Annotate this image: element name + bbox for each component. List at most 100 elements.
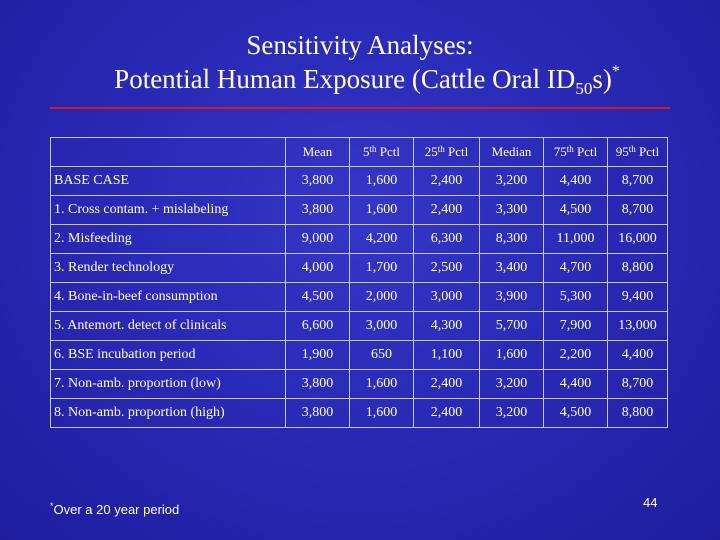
table-cell: 2,500 [413, 253, 480, 283]
column-header-suffix: Pctl [376, 144, 400, 159]
table-cell: 3,000 [413, 282, 480, 312]
row-label: 8. Non-amb. proportion (high) [50, 398, 286, 428]
table-cell: 8,300 [479, 224, 544, 254]
table-cell: 1,600 [479, 340, 544, 370]
column-header-ordinal: th [628, 144, 636, 154]
table-row: 3. Render technology 4,000 1,700 2,500 3,400… [50, 253, 668, 283]
column-header: 95th Pctl [607, 137, 668, 167]
table-row: 2. Misfeeding 9,000 4,200 6,300 8,300 11,000 1… [50, 224, 668, 254]
table-cell: 1,700 [349, 253, 414, 283]
row-label: 6. BSE incubation period [50, 340, 286, 370]
table-row: 7. Non-amb. proportion (low) 3,800 1,600 2,… [50, 369, 668, 399]
table-cell: 4,400 [543, 369, 608, 399]
table-cell: 1,600 [349, 195, 414, 225]
table-cell: 2,000 [349, 282, 414, 312]
column-header-ordinal: th [566, 144, 574, 154]
column-header-suffix: Pctl [573, 144, 598, 159]
row-label: 3. Render technology [50, 253, 286, 283]
table-cell: 9,400 [607, 282, 668, 312]
row-label: 7. Non-amb. proportion (low) [50, 369, 286, 399]
table-cell: 4,500 [543, 398, 608, 428]
column-header-text: 25 [424, 144, 438, 159]
table-cell: 3,000 [349, 311, 414, 341]
table-row: 4. Bone-in-beef consumption 4,500 2,000 3,0… [50, 282, 668, 312]
table-cell: 16,000 [607, 224, 668, 254]
table-cell: 8,700 [607, 166, 668, 196]
table-cell: 2,200 [543, 340, 608, 370]
column-header: Median [479, 137, 544, 167]
title-line-2-text: Potential Human Exposure (Cattle Oral ID [114, 64, 576, 94]
table-cell: 3,200 [479, 398, 544, 428]
column-header: 25th Pctl [413, 137, 480, 167]
table-cell: 8,700 [607, 369, 668, 399]
table-cell: 3,200 [479, 369, 544, 399]
table-cell: 4,400 [543, 166, 608, 196]
sensitivity-table: Mean 5th Pctl 25th Pctl Median 75th Pctl 95th… [50, 137, 668, 428]
table-cell: 8,800 [607, 398, 668, 428]
table-cell: 3,200 [479, 166, 544, 196]
table-cell: 4,500 [543, 195, 608, 225]
table-cell: 3,800 [285, 398, 350, 428]
footnote-mark: * [50, 501, 54, 511]
table-cell: 6,600 [285, 311, 350, 341]
table-cell: 1,600 [349, 369, 414, 399]
table-cell: 8,800 [607, 253, 668, 283]
row-label: 2. Misfeeding [50, 224, 286, 254]
column-header-ordinal: th [369, 144, 377, 154]
table-cell: 650 [349, 340, 414, 370]
column-header-ordinal: th [437, 144, 445, 154]
table-cell: 5,700 [479, 311, 544, 341]
column-header-text: 5 [363, 144, 370, 159]
table-cell: 1,600 [349, 398, 414, 428]
table-row: 5. Antemort. detect of clinicals 6,600 3,0… [50, 311, 668, 341]
table-cell: 2,400 [413, 398, 480, 428]
footnote: *Over a 20 year period [50, 501, 180, 518]
table-row: 8. Non-amb. proportion (high) 3,800 1,600 2… [50, 398, 668, 428]
slide-title: Sensitivity Analyses: Potential Human Ex… [0, 28, 720, 98]
table-cell: 3,300 [479, 195, 544, 225]
column-header-text: 95 [615, 144, 629, 159]
row-label: 4. Bone-in-beef consumption [50, 282, 286, 312]
table-cell: 2,400 [413, 369, 480, 399]
column-header-text: 75 [553, 144, 567, 159]
table-cell: 8,700 [607, 195, 668, 225]
page-number: 44 [643, 495, 658, 510]
table-cell: 3,800 [285, 166, 350, 196]
row-label: 1. Cross contam. + mislabeling [50, 195, 286, 225]
table-cell: 3,800 [285, 369, 350, 399]
row-label: BASE CASE [50, 166, 286, 196]
title-footnote-mark: * [611, 63, 620, 80]
table-cell: 4,000 [285, 253, 350, 283]
row-label: 5. Antemort. detect of clinicals [50, 311, 286, 341]
title-line-2: Potential Human Exposure (Cattle Oral ID… [114, 62, 620, 98]
table-cell: 4,400 [607, 340, 668, 370]
column-header: Mean [285, 137, 350, 167]
table-cell: 2,400 [413, 195, 480, 225]
title-subscript: 50 [575, 79, 593, 98]
table-row: 1. Cross contam. + mislabeling 3,800 1,600… [50, 195, 668, 225]
column-header-text: Median [491, 144, 532, 159]
table-cell: 13,000 [607, 311, 668, 341]
table-row: 6. BSE incubation period 1,900 650 1,100 1,6… [50, 340, 668, 370]
table-cell: 4,300 [413, 311, 480, 341]
footnote-text: Over a 20 year period [53, 502, 180, 517]
table-row: BASE CASE 3,800 1,600 2,400 3,200 4,400 8,700 [50, 166, 668, 196]
table-cell: 9,000 [285, 224, 350, 254]
table-cell: 1,100 [413, 340, 480, 370]
table-cell: 3,800 [285, 195, 350, 225]
column-header: 75th Pctl [543, 137, 608, 167]
column-header-suffix: Pctl [444, 144, 469, 159]
table-cell: 1,600 [349, 166, 414, 196]
table-cell: 4,500 [285, 282, 350, 312]
column-header-suffix: Pctl [635, 144, 660, 159]
table-cell: 6,300 [413, 224, 480, 254]
column-header-text: Mean [302, 144, 333, 159]
table-cell: 11,000 [543, 224, 608, 254]
title-line-1: Sensitivity Analyses: [246, 30, 474, 60]
table-cell: 7,900 [543, 311, 608, 341]
header-corner [50, 137, 286, 167]
title-line-2-suffix: s) [592, 64, 612, 94]
column-header: 5th Pctl [349, 137, 414, 167]
table-cell: 3,900 [479, 282, 544, 312]
title-divider [50, 107, 670, 109]
